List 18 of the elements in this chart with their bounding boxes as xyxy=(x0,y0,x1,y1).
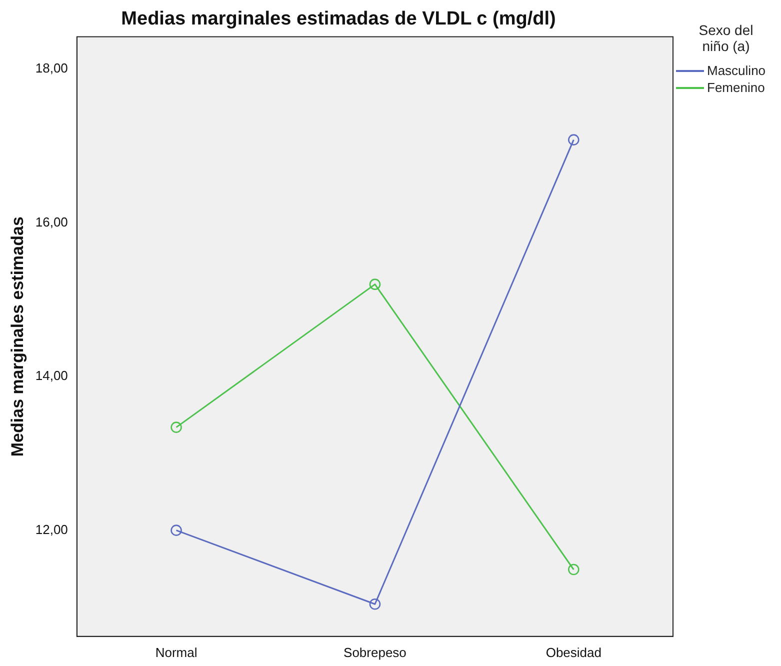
legend-label: Masculino xyxy=(707,63,766,78)
x-tick-label: Sobrepeso xyxy=(344,644,406,660)
point xyxy=(369,278,381,290)
chart-title: Medias marginales estimadas de VLDL c (mg/dl) xyxy=(121,8,556,30)
y-tick-label: 16,00 xyxy=(35,214,68,230)
x-tick-label: Obesidad xyxy=(546,644,602,660)
point xyxy=(170,524,182,536)
y-tick-label: 12,00 xyxy=(35,522,68,537)
point xyxy=(568,564,580,576)
y-tick-label: 18,00 xyxy=(35,60,68,76)
point xyxy=(170,422,182,433)
x-tick-label: Normal xyxy=(155,644,198,660)
point xyxy=(568,134,580,146)
point xyxy=(369,598,381,610)
legend-title: Sexo del niño (a) xyxy=(698,22,754,54)
y-axis-title: Medias marginales estimadas xyxy=(8,216,27,457)
y-tick-label: 14,00 xyxy=(35,368,68,384)
legend-label: Femenino xyxy=(707,80,765,95)
